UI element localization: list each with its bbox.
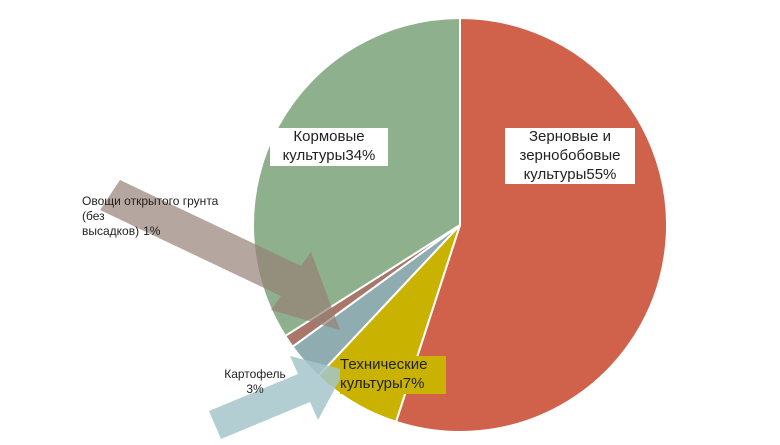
category-name: Зерновые и зернобобовые культуры	[519, 128, 621, 183]
value-label: 3%	[246, 382, 264, 396]
category-name: Картофель	[224, 367, 286, 381]
slice-label: Овощи открытого грунта (без высадков) 1%	[82, 194, 267, 239]
value-label: 1%	[143, 224, 161, 238]
callout-arrow	[209, 356, 345, 439]
value-label: 7%	[402, 374, 425, 392]
pie-slice	[394, 16, 668, 433]
category-name: Кормовые культуры	[282, 128, 365, 164]
slice-label: Кормовые культуры34%	[270, 128, 388, 166]
slice-label: Картофель 3%	[210, 367, 300, 397]
value-label: 34%	[345, 146, 376, 164]
value-label: 55%	[586, 165, 617, 183]
slice-label: Технические культуры7%	[340, 356, 446, 394]
category-name: Овощи открытого грунта (без высадков)	[82, 194, 219, 238]
slice-label: Зерновые и зернобобовые культуры55%	[505, 128, 635, 185]
category-name: Технические культуры	[340, 356, 428, 392]
callout-arrow	[100, 180, 340, 330]
